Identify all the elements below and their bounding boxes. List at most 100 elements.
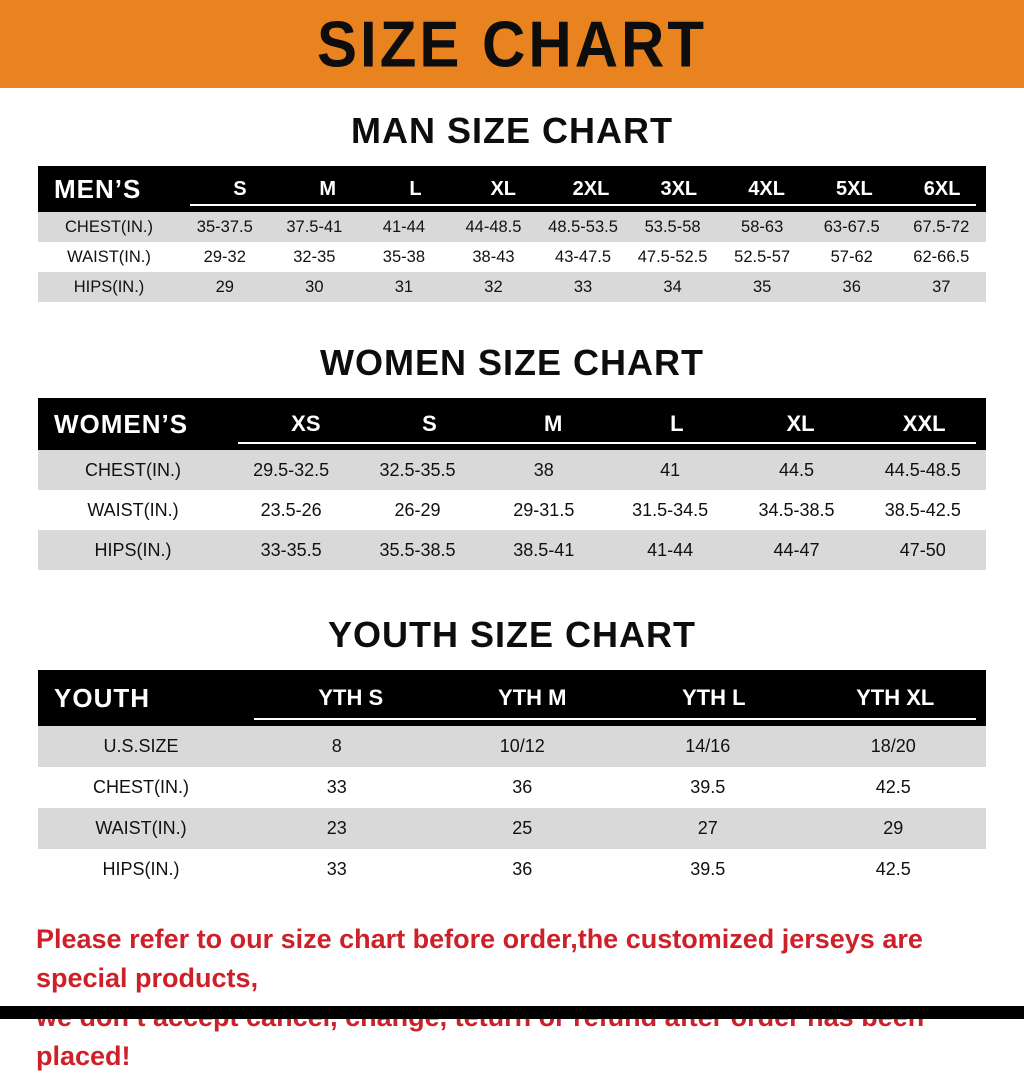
- row-label: WAIST(IN.): [87, 499, 179, 520]
- value-cell: 37.5-41: [286, 217, 343, 236]
- value-cell: 35: [752, 277, 772, 296]
- value-cell: 41: [660, 459, 681, 480]
- value-cell: 32-35: [293, 247, 336, 266]
- value-cell: 67.5-72: [913, 217, 970, 236]
- value-cell: 53.5-58: [644, 217, 701, 236]
- column-header: 5XL: [836, 177, 873, 200]
- row-label: CHEST(IN.): [85, 459, 181, 480]
- table-row: HIPS(IN.) 33 36 39.5 42.5: [38, 849, 986, 890]
- row-label: CHEST(IN.): [93, 777, 189, 797]
- column-header: 3XL: [660, 177, 698, 200]
- row-label: HIPS(IN.): [94, 539, 172, 560]
- value-cell: 48.5-53.5: [548, 217, 618, 236]
- value-cell: 35-37.5: [196, 217, 253, 236]
- column-header: 4XL: [748, 177, 785, 200]
- table-row: U.S.SIZE 8 10/12 14/16 18/20: [38, 726, 986, 767]
- value-cell: 29: [883, 818, 904, 838]
- value-cell: 26-29: [394, 499, 441, 520]
- value-cell: 58-63: [741, 217, 784, 236]
- value-cell: 23.5-26: [260, 499, 322, 520]
- table-corner-label: MEN’S: [54, 173, 142, 204]
- value-cell: 52.5-57: [734, 247, 791, 266]
- value-cell: 25: [512, 818, 533, 838]
- value-cell: 30: [305, 277, 324, 296]
- value-cell: 35-38: [382, 247, 425, 266]
- women-size-table: WOMEN’S XS S M L XL XXL CHEST(IN.) 29.5-32.5 32.5…: [38, 398, 986, 570]
- value-cell: 42.5: [875, 777, 911, 797]
- table-corner-label: YOUTH: [54, 682, 150, 713]
- man-size-table: MEN’S S M L XL 2XL 3XL 4XL 5XL 6XL CHEST(IN.) 35-37…: [38, 166, 986, 302]
- value-cell: 43-47.5: [555, 247, 612, 266]
- value-cell: 33: [573, 277, 593, 296]
- column-header: L: [409, 177, 422, 200]
- banner: SIZE CHART: [0, 0, 1024, 88]
- row-values: 29.5-32.5 32.5-35.5 38 41 44.5 44.5-48.5: [228, 450, 986, 490]
- value-cell: 32.5-35.5: [379, 459, 456, 480]
- table-row: WAIST(IN.) 23 25 27 29: [38, 808, 986, 849]
- value-cell: 38: [533, 459, 554, 480]
- table-row: CHEST(IN.) 33 36 39.5 42.5: [38, 767, 986, 808]
- table-row: HIPS(IN.) 29 30 31 32 33 34 35 36 37: [38, 272, 986, 302]
- value-cell: 36: [512, 777, 533, 797]
- value-cell: 8: [331, 736, 342, 756]
- column-header: XL: [786, 411, 815, 436]
- women-section-title: WOMEN SIZE CHART: [320, 342, 704, 383]
- value-cell: 35.5-38.5: [379, 539, 456, 560]
- row-values: 23.5-26 26-29 29-31.5 31.5-34.5 34.5-38.5 38.…: [228, 490, 986, 530]
- value-cell: 31.5-34.5: [632, 499, 709, 520]
- row-label: U.S.SIZE: [103, 736, 179, 756]
- women-size-section: WOMEN SIZE CHART WOMEN’S XS S M L XL XXL CHEST(…: [0, 342, 1024, 570]
- value-cell: 14/16: [685, 736, 731, 756]
- column-header: L: [670, 411, 684, 436]
- value-cell: 41-44: [382, 217, 425, 236]
- value-cell: 33: [326, 859, 347, 879]
- value-cell: 47-50: [899, 539, 946, 560]
- column-header: 2XL: [572, 177, 610, 200]
- header-columns: YTH S YTH M YTH L YTH XL: [260, 685, 986, 711]
- note-line-1: Please refer to our size chart before or…: [36, 924, 923, 994]
- column-header: YTH L: [681, 685, 746, 710]
- value-cell: 44-48.5: [465, 217, 522, 236]
- row-values: 29 30 31 32 33 34 35 36 37: [180, 272, 986, 302]
- value-cell: 39.5: [690, 859, 726, 879]
- value-cell: 23: [326, 818, 347, 838]
- value-cell: 44.5: [778, 459, 814, 480]
- value-cell: 29: [215, 277, 234, 296]
- value-cell: 42.5: [875, 859, 911, 879]
- table-corner-label: WOMEN’S: [54, 408, 189, 439]
- value-cell: 32: [484, 277, 503, 296]
- column-header: M: [319, 177, 336, 200]
- value-cell: 34.5-38.5: [758, 499, 835, 520]
- row-values: 8 10/12 14/16 18/20: [244, 726, 986, 767]
- value-cell: 57-62: [830, 247, 873, 266]
- header-columns: XS S M L XL XXL: [244, 411, 986, 437]
- table-header-row: MEN’S S M L XL 2XL 3XL 4XL 5XL 6XL: [38, 166, 986, 212]
- table-row: WAIST(IN.) 29-32 32-35 35-38 38-43 43-47.5 47.…: [38, 242, 986, 272]
- man-size-section: MAN SIZE CHART MEN’S S M L XL 2XL 3XL 4XL 5XL 6XL…: [0, 110, 1024, 302]
- row-values: 29-32 32-35 35-38 38-43 43-47.5 47.5-52.5 52.5…: [180, 242, 986, 272]
- column-header: YTH S: [318, 685, 384, 710]
- table-header-row: WOMEN’S XS S M L XL XXL: [38, 398, 986, 450]
- value-cell: 31: [394, 277, 414, 296]
- value-cell: 29-31.5: [513, 499, 575, 520]
- column-header: YTH M: [498, 685, 567, 710]
- youth-section-title: YOUTH SIZE CHART: [327, 614, 696, 655]
- value-cell: 10/12: [499, 736, 545, 756]
- value-cell: 63-67.5: [823, 217, 880, 236]
- table-row: CHEST(IN.) 29.5-32.5 32.5-35.5 38 41 44.5 44.5…: [38, 450, 986, 490]
- value-cell: 29-32: [203, 247, 246, 266]
- row-values: 33 36 39.5 42.5: [244, 767, 986, 808]
- youth-size-section: YOUTH SIZE CHART YOUTH YTH S YTH M YTH L YTH…: [0, 614, 1024, 890]
- value-cell: 18/20: [870, 736, 916, 756]
- bottom-bar: [0, 1006, 1024, 1019]
- table-row: WAIST(IN.) 23.5-26 26-29 29-31.5 31.5-34.5 34…: [38, 490, 986, 530]
- column-header: XL: [490, 177, 517, 200]
- value-cell: 38.5-42.5: [884, 499, 961, 520]
- column-header: YTH XL: [856, 685, 935, 710]
- row-label: HIPS(IN.): [73, 277, 145, 296]
- footer-note: Please refer to our size chart before or…: [36, 920, 988, 1077]
- value-cell: 41-44: [647, 539, 694, 560]
- value-cell: 38.5-41: [513, 539, 575, 560]
- row-values: 33 36 39.5 42.5: [244, 849, 986, 890]
